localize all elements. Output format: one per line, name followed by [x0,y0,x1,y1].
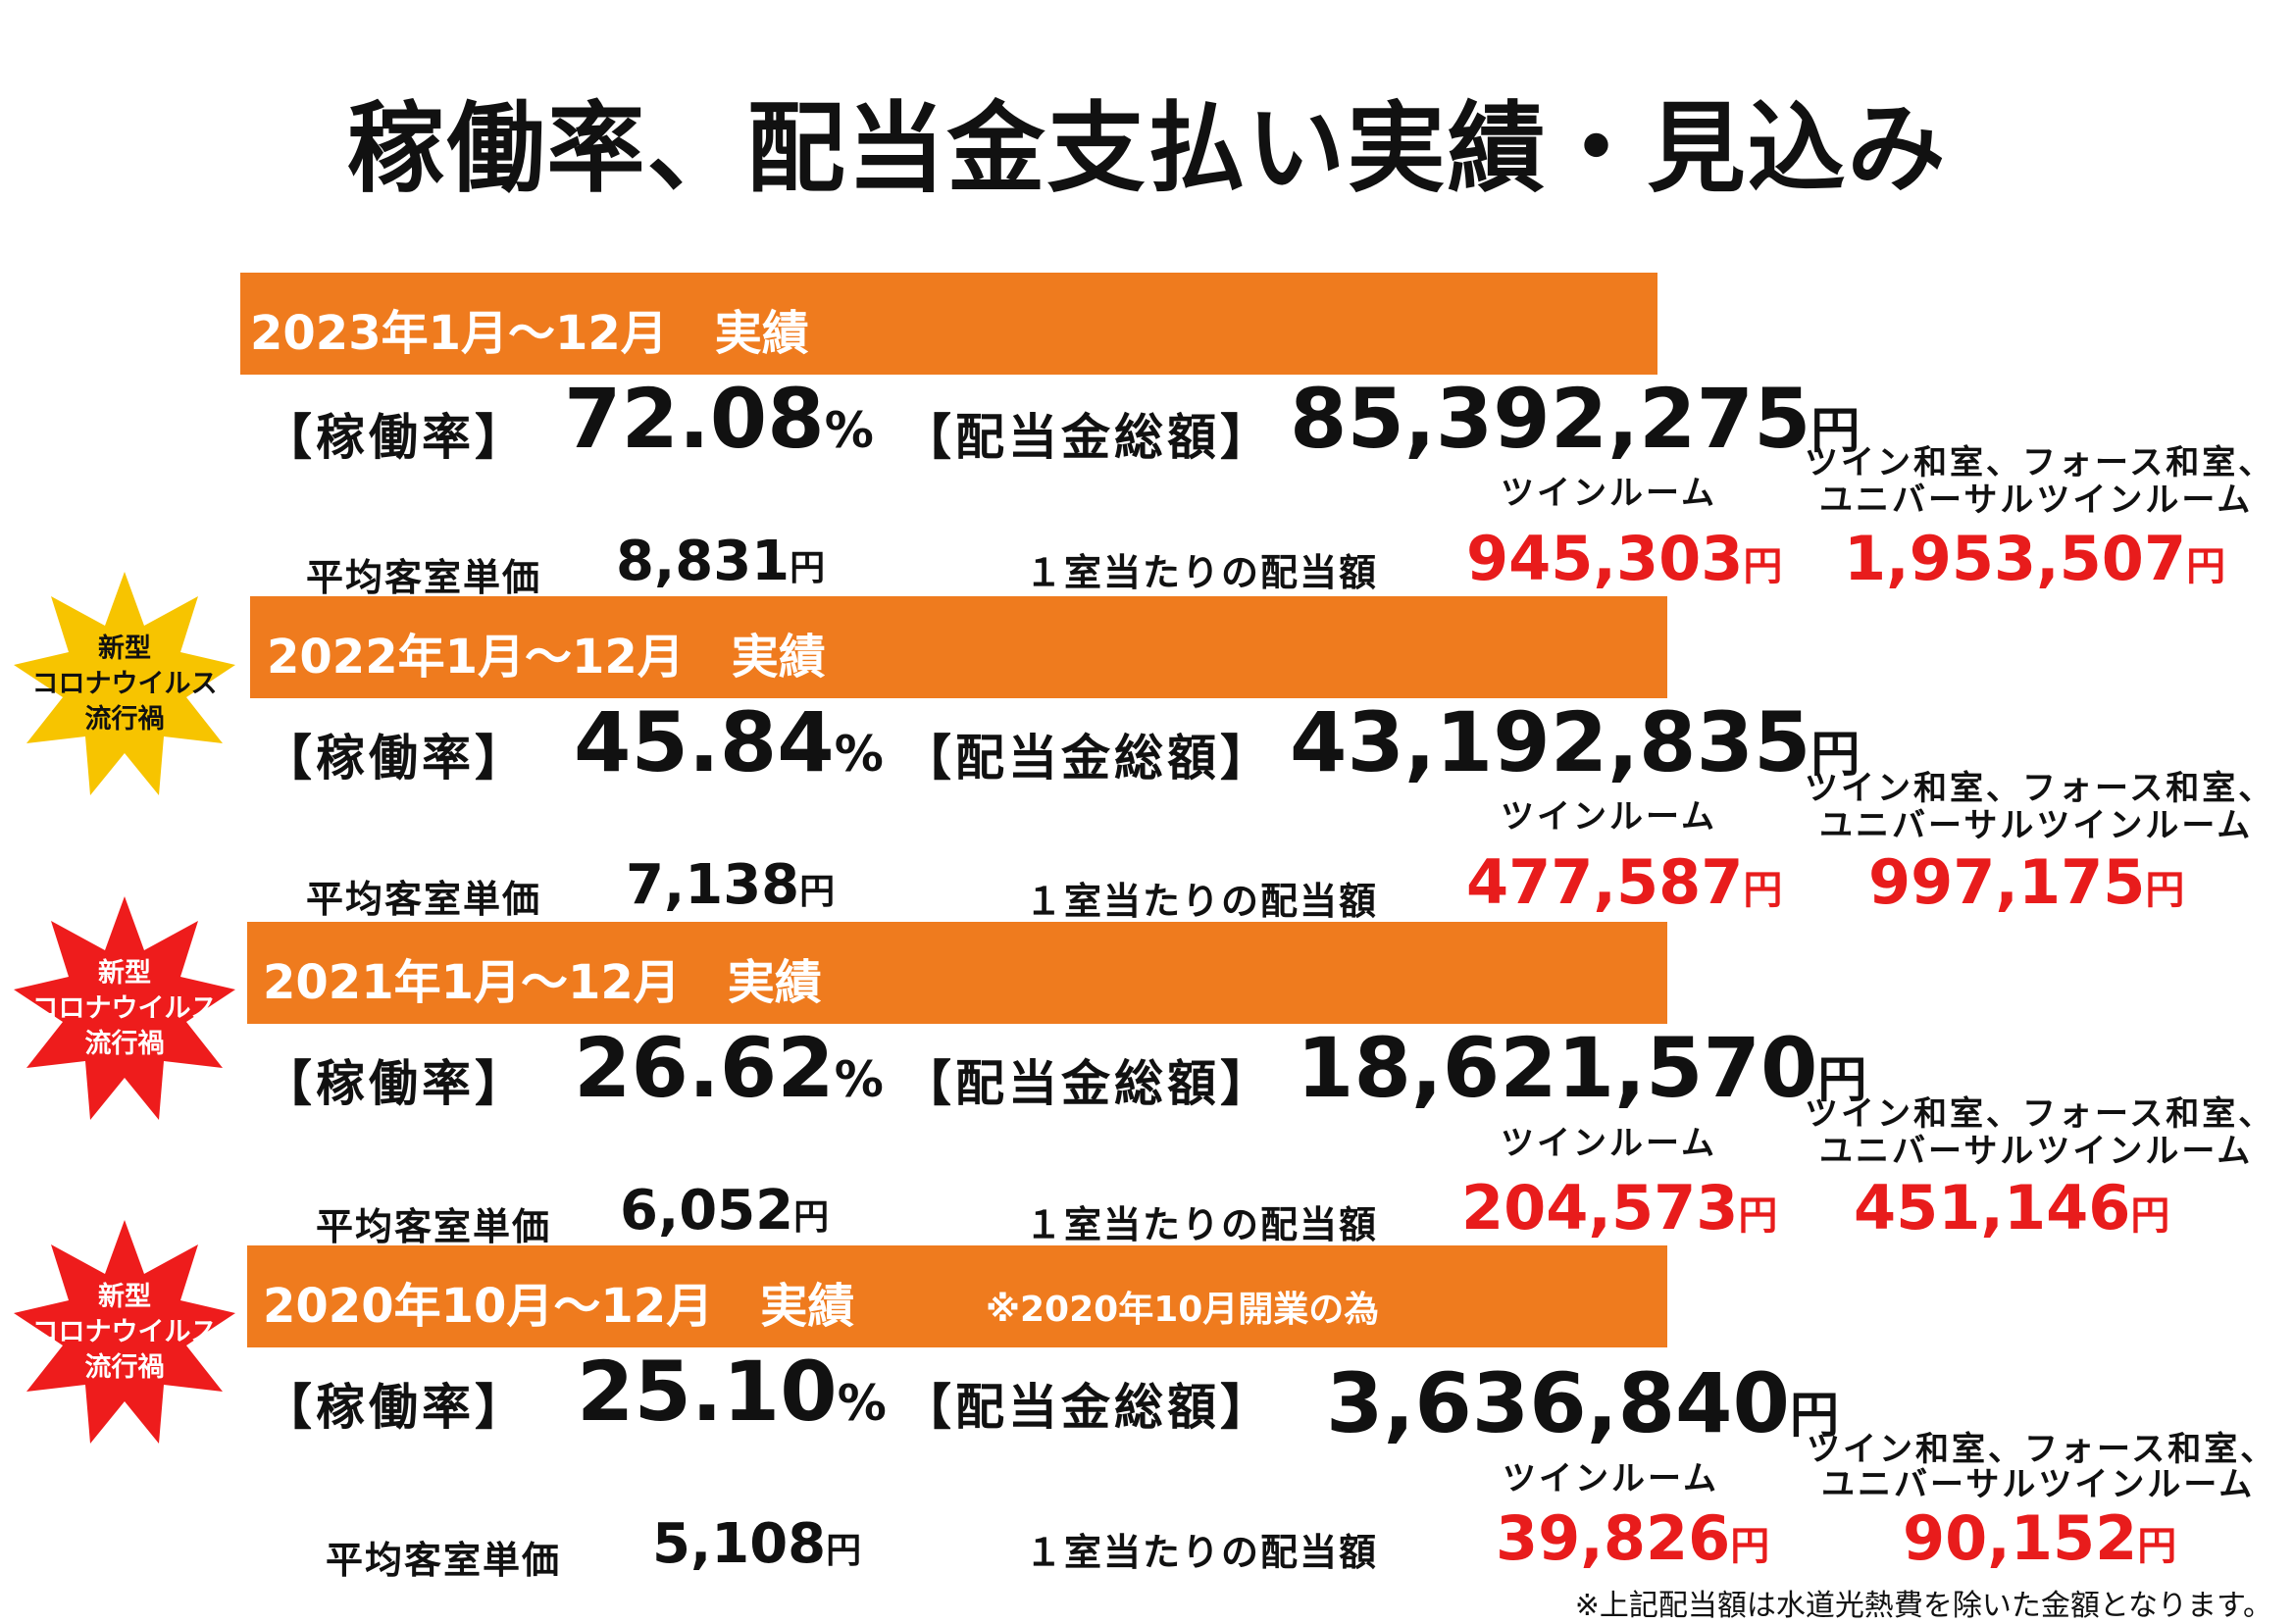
occupancy-label: 【稼働率】 [263,1379,528,1436]
dividend-total-label: 【配当金総額】 [902,409,1273,466]
dividend-total-value: 18,621,570円 [1297,1020,1867,1116]
period-label: 2022年1月～12月 実績 [267,630,826,685]
dividend-total-value: 3,636,840円 [1326,1355,1839,1451]
room-type-other-line1: ツイン和室、フォース和室、 [1807,1430,2277,1469]
avg-rate-label: 平均客室単価 [326,1539,562,1582]
room-type-other-line1: ツイン和室、フォース和室、 [1805,1094,2275,1134]
badge-line2: コロナウイルス [31,669,218,699]
per-room-other-value: 997,175円 [1868,846,2185,918]
badge-line3: 流行禍 [84,704,165,735]
badge-text: 新型 コロナウイルス 流行禍 [12,1220,237,1446]
occupancy-label: 【稼働率】 [263,1055,528,1112]
period-note: ※2020年10月開業の為 [986,1290,1380,1330]
per-room-twin-value: 945,303円 [1466,523,1783,594]
burst-star-icon [14,896,235,1120]
room-type-twin: ツインルーム [1501,474,1717,513]
occupancy-label: 【稼働率】 [263,730,528,787]
room-type-twin: ツインルーム [1501,1124,1717,1163]
occupancy-label: 【稼働率】 [263,409,528,466]
room-type-twin: ツインルーム [1501,797,1717,837]
badge-text: 新型 コロナウイルス 流行禍 [12,572,237,797]
avg-rate-label: 平均客室単価 [306,556,542,599]
period-band [247,922,1667,1024]
avg-rate-value: 8,831円 [616,530,826,593]
section-2021: 2021年1月～12月 実績 【稼働率】 26.62% 【配当金総額】 18,6… [0,922,2294,1248]
badge-line2: コロナウイルス [31,993,218,1024]
covid-badge-2020: 新型 コロナウイルス 流行禍 [12,1220,237,1446]
period-label: 2021年1月～12月 実績 [263,955,822,1010]
dividend-total-value: 43,192,835円 [1290,694,1861,790]
section-2023: 2023年1月～12月 実績 【稼働率】 72.08% 【配当金総額】 85,3… [0,273,2294,599]
room-type-other-line2: ユニバーサルツインルーム [1819,1132,2254,1171]
avg-rate-value: 6,052円 [620,1179,830,1243]
room-type-other-line2: ユニバーサルツインルーム [1821,1465,2256,1504]
per-room-twin-value: 477,587円 [1466,846,1783,918]
occupancy-value: 26.62% [574,1020,884,1116]
badge-line1: 新型 [98,958,151,989]
per-room-other-value: 451,146円 [1854,1172,2170,1243]
room-type-other-line2: ユニバーサルツインルーム [1819,481,2254,520]
page-title: 稼働率、配当金支払い実績・見込み [346,91,1948,206]
per-room-label: １室当たりの配当額 [1025,880,1379,923]
burst-shape [14,896,235,1120]
avg-rate-value: 7,138円 [626,853,836,917]
per-room-other-value: 1,953,507円 [1844,523,2226,594]
badge-line1: 新型 [98,1282,151,1312]
burst-shape [14,1220,235,1444]
room-type-other-line2: ユニバーサルツインルーム [1819,806,2254,845]
badge-line3: 流行禍 [84,1029,165,1059]
per-room-twin-value: 204,573円 [1461,1172,1778,1243]
footnote: ※上記配当額は水道光熱費を除いた金額となります。 [1574,1589,2272,1623]
burst-shape [14,572,235,795]
per-room-twin-value: 39,826円 [1496,1502,1770,1574]
covid-badge-2021: 新型 コロナウイルス 流行禍 [12,896,237,1122]
period-label: 2023年1月～12月 実績 [250,306,809,361]
occupancy-value: 45.84% [574,694,884,790]
room-type-other-line1: ツイン和室、フォース和室、 [1805,769,2275,808]
badge-line1: 新型 [98,634,151,664]
dividend-total-label: 【配当金総額】 [902,730,1273,787]
per-room-label: １室当たりの配当額 [1025,551,1379,594]
badge-text: 新型 コロナウイルス 流行禍 [12,896,237,1122]
occupancy-value: 72.08% [564,371,874,467]
burst-star-icon [14,572,235,795]
badge-line2: コロナウイルス [31,1317,218,1347]
covid-badge-2022: 新型 コロナウイルス 流行禍 [12,572,237,797]
per-room-label: １室当たりの配当額 [1025,1203,1379,1246]
dividend-total-label: 【配当金総額】 [902,1379,1273,1436]
per-room-other-value: 90,152円 [1903,1502,2177,1574]
period-band [250,596,1667,698]
period-band [247,1245,1667,1347]
dividend-total-label: 【配当金総額】 [902,1055,1273,1112]
burst-star-icon [14,1220,235,1444]
avg-rate-label: 平均客室単価 [316,1205,552,1248]
section-2020: 2020年10月～12月 実績 ※2020年10月開業の為 【稼働率】 25.1… [0,1245,2294,1582]
section-2022: 2022年1月～12月 実績 【稼働率】 45.84% 【配当金総額】 43,1… [0,596,2294,923]
occupancy-value: 25.10% [577,1344,887,1440]
room-type-twin: ツインルーム [1503,1459,1719,1498]
avg-rate-value: 5,108円 [652,1512,862,1576]
period-band [240,273,1657,375]
badge-line3: 流行禍 [84,1352,165,1383]
avg-rate-label: 平均客室単価 [306,878,542,921]
period-label: 2020年10月～12月 実績 [263,1279,855,1334]
per-room-label: １室当たりの配当額 [1025,1531,1379,1574]
room-type-other-line1: ツイン和室、フォース和室、 [1805,443,2275,482]
dividend-total-value: 85,392,275円 [1290,371,1861,467]
